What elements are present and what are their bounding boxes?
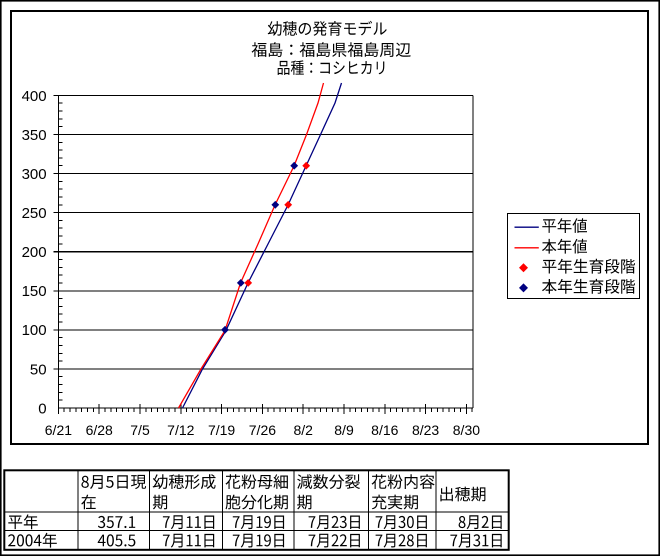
svg-text:150: 150 — [22, 283, 47, 300]
svg-text:8/23: 8/23 — [412, 422, 439, 438]
svg-text:7/12: 7/12 — [167, 422, 194, 438]
svg-text:200: 200 — [22, 244, 47, 261]
svg-text:50: 50 — [30, 361, 47, 378]
svg-text:8/30: 8/30 — [453, 422, 480, 438]
svg-text:8/16: 8/16 — [371, 422, 398, 438]
svg-text:6/21: 6/21 — [45, 422, 72, 438]
svg-text:8/2: 8/2 — [293, 422, 313, 438]
svg-text:6/28: 6/28 — [86, 422, 113, 438]
svg-text:8/9: 8/9 — [334, 422, 354, 438]
svg-text:350: 350 — [22, 127, 47, 144]
svg-text:400: 400 — [22, 88, 47, 105]
svg-text:7/26: 7/26 — [249, 422, 276, 438]
svg-text:300: 300 — [22, 166, 47, 183]
svg-text:7/5: 7/5 — [130, 422, 150, 438]
svg-text:100: 100 — [22, 322, 47, 339]
svg-text:7/19: 7/19 — [208, 422, 235, 438]
svg-text:250: 250 — [22, 205, 47, 222]
svg-text:0: 0 — [38, 400, 46, 417]
